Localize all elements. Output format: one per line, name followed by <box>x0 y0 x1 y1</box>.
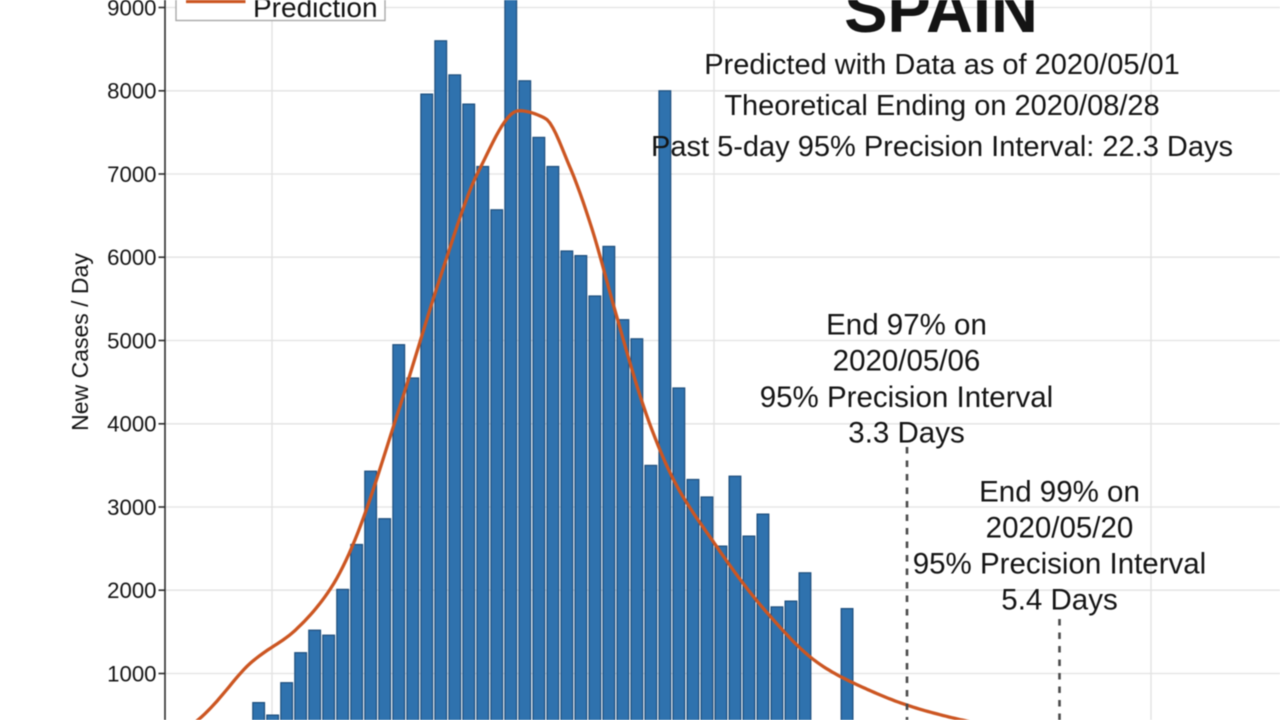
svg-text:2020/05/20: 2020/05/20 <box>986 512 1134 545</box>
svg-text:7000: 7000 <box>107 162 156 187</box>
svg-text:2000: 2000 <box>107 578 156 603</box>
svg-text:Past 5-day 95% Precision Inter: Past 5-day 95% Precision Interval: 22.3 … <box>651 131 1233 163</box>
svg-text:SPAIN: SPAIN <box>844 0 1038 46</box>
svg-text:3.3 Days: 3.3 Days <box>848 417 964 450</box>
svg-text:5000: 5000 <box>107 328 156 353</box>
svg-text:95% Precision Interval: 95% Precision Interval <box>760 381 1054 414</box>
svg-text:6000: 6000 <box>107 245 156 270</box>
svg-text:3000: 3000 <box>107 495 156 520</box>
svg-text:4000: 4000 <box>107 412 156 437</box>
svg-text:End 97% on: End 97% on <box>826 309 987 342</box>
svg-text:End 99% on: End 99% on <box>979 476 1140 509</box>
svg-text:Predicted with Data as of 2020: Predicted with Data as of 2020/05/01 <box>704 49 1180 81</box>
svg-text:1000: 1000 <box>107 661 156 686</box>
svg-text:Theoretical Ending on 2020/08/: Theoretical Ending on 2020/08/28 <box>724 90 1159 122</box>
svg-text:95% Precision Interval: 95% Precision Interval <box>913 548 1207 581</box>
svg-text:8000: 8000 <box>107 79 156 104</box>
svg-text:New Cases / Day: New Cases / Day <box>67 253 93 431</box>
svg-text:5.4 Days: 5.4 Days <box>1001 584 1117 617</box>
svg-text:9000: 9000 <box>107 0 156 20</box>
svg-text:Prediction: Prediction <box>253 0 378 23</box>
svg-text:2020/05/06: 2020/05/06 <box>833 345 981 378</box>
